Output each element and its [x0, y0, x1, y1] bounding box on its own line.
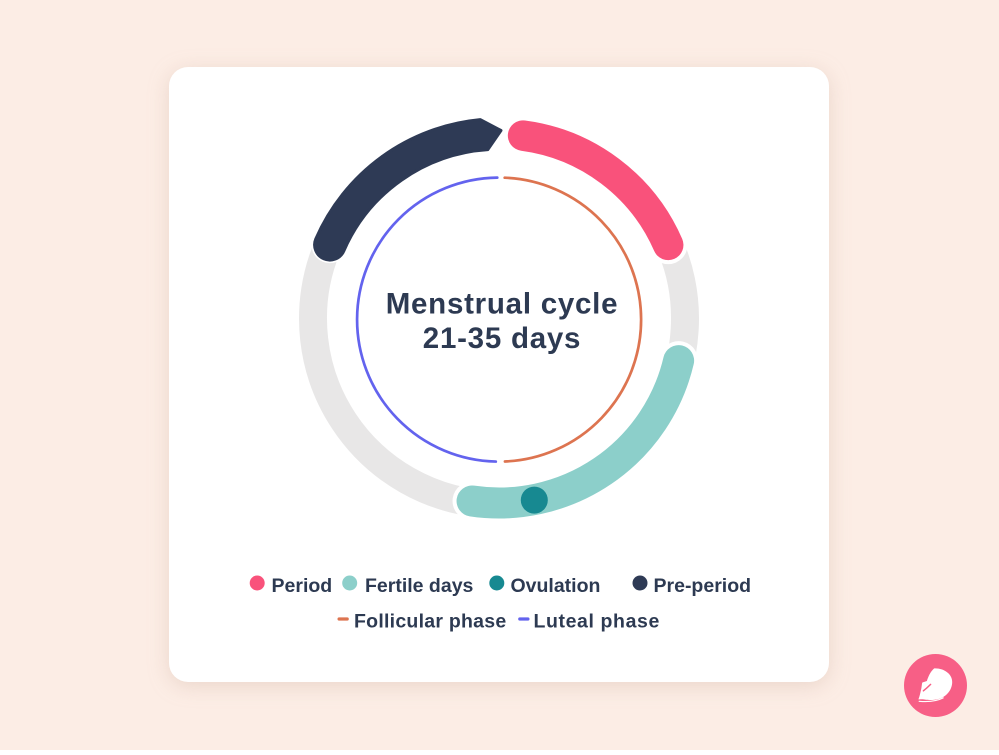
svg-text:Period: Period — [272, 575, 333, 597]
svg-text:Follicular phase: Follicular phase — [354, 611, 506, 633]
svg-text:Ovulation: Ovulation — [511, 575, 601, 597]
svg-text:Pre-period: Pre-period — [654, 575, 752, 597]
svg-text:Menstrual cycle: Menstrual cycle — [386, 288, 619, 321]
svg-text:Fertile days: Fertile days — [365, 575, 474, 597]
svg-text:21-35 days: 21-35 days — [423, 322, 581, 355]
svg-text:Luteal phase: Luteal phase — [534, 611, 660, 633]
